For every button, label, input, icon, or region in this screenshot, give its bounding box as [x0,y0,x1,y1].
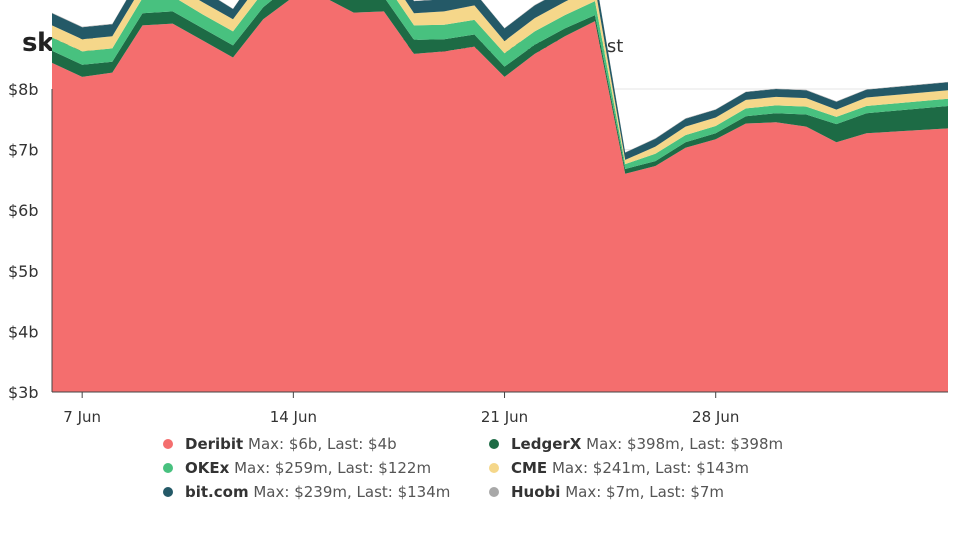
legend-stats: Max: $239m, Last: $134m [253,483,451,501]
y-tick-label: $3b [8,383,39,402]
legend-stats: Max: $7m, Last: $7m [565,483,725,501]
legend-item-deribit[interactable]: Deribit Max: $6b, Last: $4b [163,435,397,453]
y-tick-label: $7b [8,141,39,160]
legend-name: Huobi [511,483,561,501]
x-tick-label: 14 Jun [270,408,317,426]
legend-name: Deribit [185,435,244,453]
legend-item-okex[interactable]: OKEx Max: $259m, Last: $122m [163,459,431,477]
legend-stats: Max: $259m, Last: $122m [234,459,432,477]
area-bitcom [52,0,948,160]
y-tick-label: $5b [8,262,39,281]
axes: $3b $4b $5b $6b $7b $8b 7 Jun 14 Jun 21 Jun 28 Ju… [8,80,948,426]
x-tick-label: 7 Jun [63,408,101,426]
y-tick-label: $6b [8,201,39,220]
stacked-areas [52,0,948,392]
legend-item-cme[interactable]: CME Max: $241m, Last: $143m [489,459,749,477]
y-tick-label: $4b [8,322,39,341]
area-ledgerx [52,0,948,174]
legend-stats: Max: $241m, Last: $143m [551,459,749,477]
area-okex [52,0,948,169]
legend-item-huobi[interactable]: Huobi Max: $7m, Last: $7m [489,483,724,501]
legend-item-ledgerx[interactable]: LedgerX Max: $398m, Last: $398m [489,435,783,453]
legend-item-bitcom[interactable]: bit.com Max: $239m, Last: $134m [163,483,450,501]
legend-name: OKEx [185,459,230,477]
legend-stats: Max: $6b, Last: $4b [248,435,397,453]
legend-dot-ledgerx [489,439,499,449]
y-tick-label: $8b [8,80,39,99]
legend-name: LedgerX [511,435,582,453]
legend-dot-huobi [489,487,499,497]
legend-dot-deribit [163,439,173,449]
x-tick-label: 21 Jun [481,408,528,426]
legend-dot-okex [163,463,173,473]
legend-dot-cme [489,463,499,473]
area-deribit [52,0,948,392]
legend-stats: Max: $398m, Last: $398m [586,435,784,453]
legend-name: CME [511,459,548,477]
x-tick-label: 28 Jun [692,408,739,426]
legend-name: bit.com [185,483,249,501]
legend-dot-bitcom [163,487,173,497]
